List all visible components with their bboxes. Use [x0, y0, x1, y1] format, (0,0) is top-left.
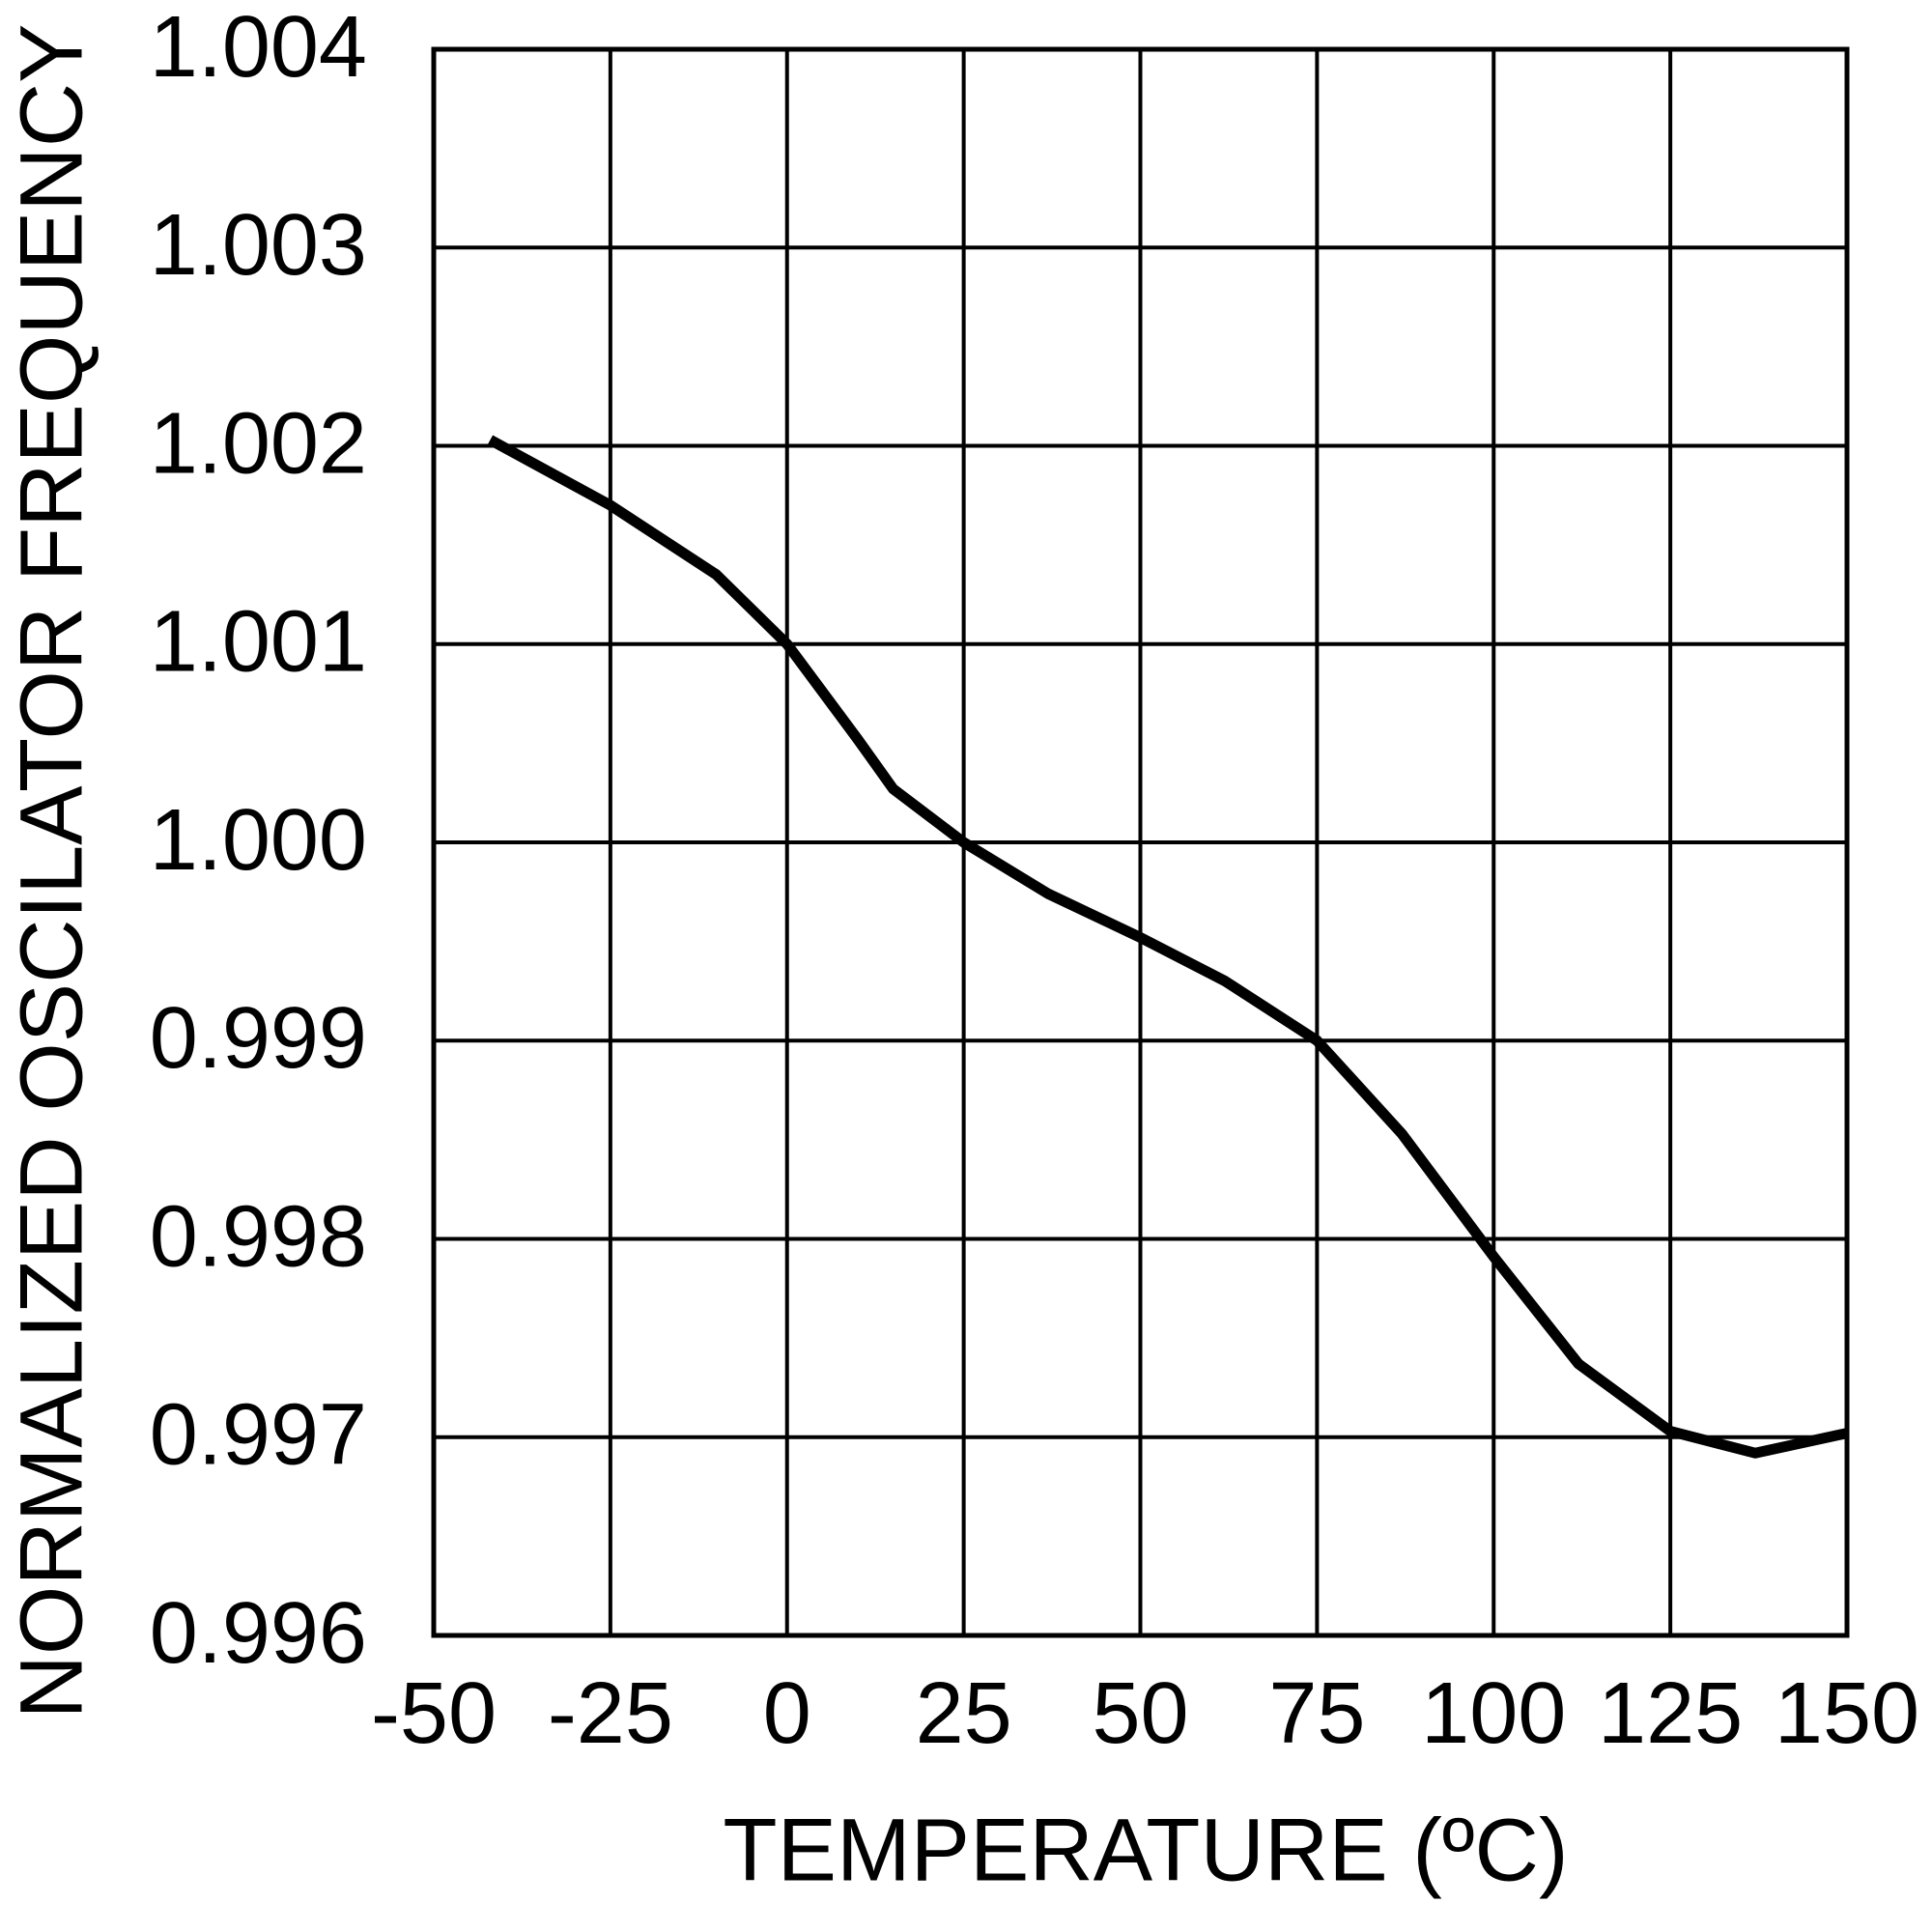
y-tick-label: 0.998 — [150, 1188, 367, 1285]
y-axis-title: NORMALIZED OSCILATOR FREQUENCY — [2, 23, 100, 1719]
data-line — [487, 435, 1849, 1459]
x-tick-label: 75 — [1268, 1665, 1365, 1762]
y-tick-label: 1.000 — [150, 792, 367, 889]
x-axis-title: TEMPERATURE (ºC) — [723, 1801, 1568, 1899]
x-tick-label: 125 — [1598, 1665, 1743, 1762]
y-tick-label: 1.001 — [150, 594, 367, 691]
y-tick-label: 1.003 — [150, 197, 367, 294]
x-tick-label: 100 — [1421, 1665, 1566, 1762]
x-tick-label: -50 — [371, 1665, 497, 1762]
x-tick-label: 150 — [1775, 1665, 1919, 1762]
x-tick-label: -25 — [548, 1665, 673, 1762]
y-tick-label: 1.002 — [150, 395, 367, 492]
x-tick-label: 0 — [763, 1665, 811, 1762]
plot-frame — [431, 46, 1850, 1638]
x-tick-label: 50 — [1092, 1665, 1188, 1762]
y-tick-label: 1.004 — [150, 0, 367, 96]
y-tick-label: 0.999 — [150, 990, 367, 1087]
y-tick-label: 0.997 — [150, 1387, 367, 1484]
y-tick-label: 0.996 — [150, 1585, 367, 1682]
x-tick-label: 25 — [916, 1665, 1012, 1762]
